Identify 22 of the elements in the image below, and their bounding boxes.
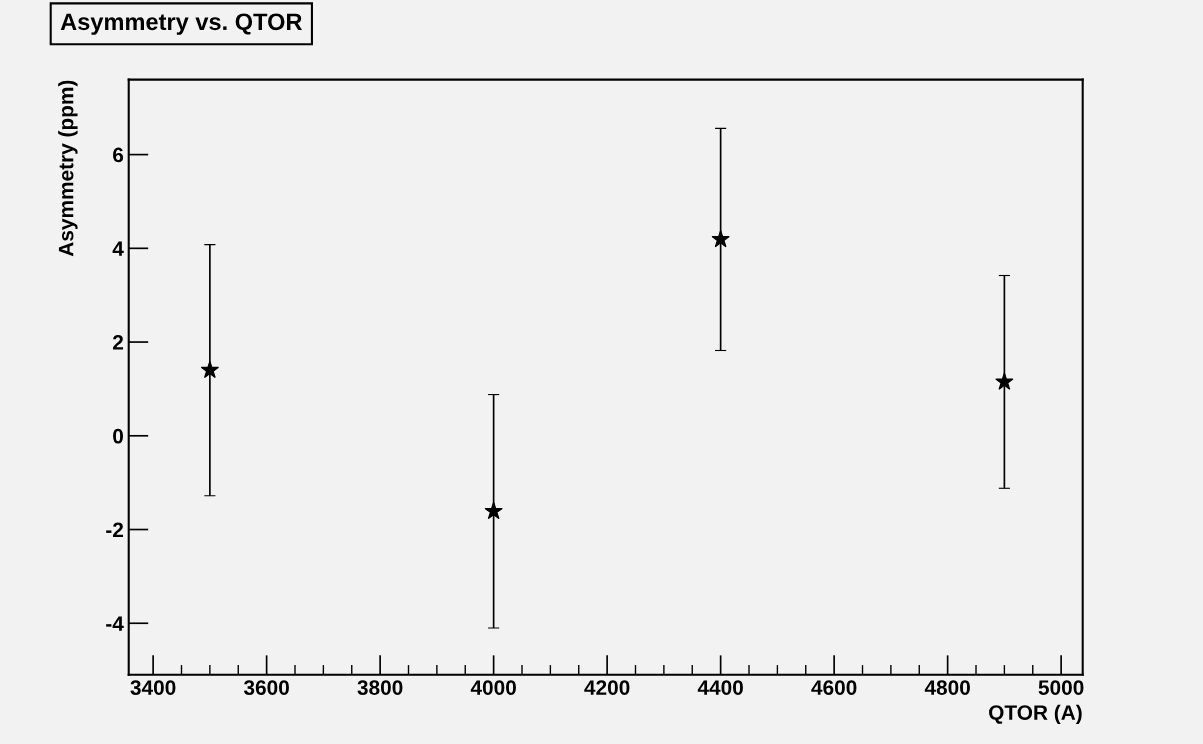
point [484,501,503,520]
x-axis-title: QTOR (A) [989,704,1082,725]
y-tick-label: 4 [112,241,124,256]
y-tick-label: 2 [113,335,124,350]
x-tick-label: 4600 [811,680,857,695]
x-tick-label: 3600 [243,680,289,695]
point [711,229,730,248]
x-tick-label: 3400 [130,680,176,695]
x-tick-label: 4000 [470,680,516,695]
x-tick-label: 5000 [1038,680,1084,695]
y-axis-title: Asymmetry (ppm) [58,80,78,257]
x-tick-label: 4400 [697,680,743,695]
y-tick-label: -2 [106,522,124,538]
y-tick-label: 6 [113,147,124,163]
x-tick-label: 4800 [924,680,970,695]
x-tick-label: 3800 [357,680,403,695]
chart-title: Asymmetry vs. QTOR [60,13,303,35]
x-tick-label: 4200 [584,680,630,695]
y-tick-label: -4 [106,616,124,631]
point [200,360,220,379]
point [995,372,1014,390]
y-tick-label: 0 [113,428,124,444]
